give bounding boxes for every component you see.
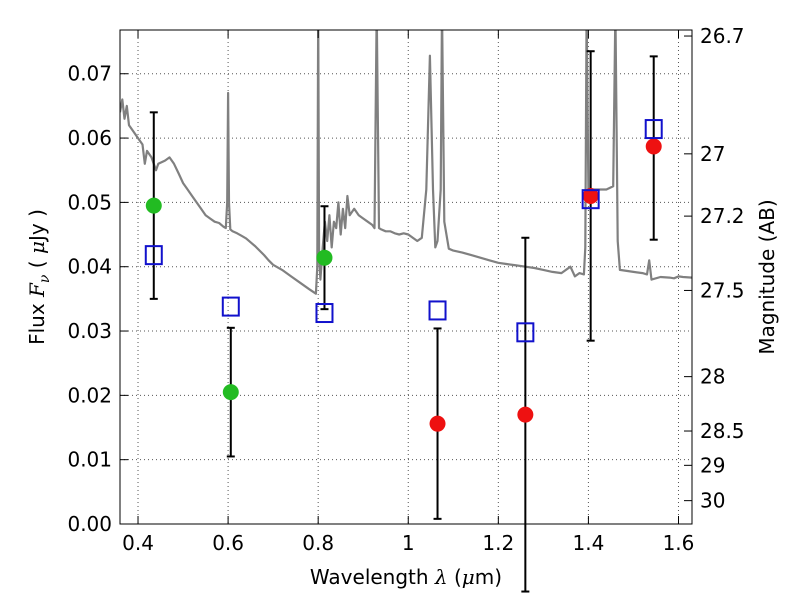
y2-tick-label: 28.5: [700, 419, 745, 443]
model-flux-square: [144, 245, 163, 266]
model-flux-square: [428, 300, 447, 321]
y2-tick-label: 30: [700, 489, 725, 513]
x-tick-label: 1.4: [573, 531, 605, 555]
y-axis-label: Flux Fν ( μJy ): [25, 209, 53, 345]
y-tick-label: 0.01: [67, 448, 112, 472]
y2-tick-label: 26.7: [700, 24, 745, 48]
right-axis-label: Magnitude (AB): [755, 199, 779, 354]
y-tick-label: 0.03: [67, 319, 112, 343]
plot-frame: [119, 29, 693, 525]
green-data-point: [222, 384, 239, 401]
x-axis-ticks: 0.4 0.6 0.8 1 1.2 1.4 1.6: [122, 30, 694, 555]
y-axis-ticks: 0.00 0.01 0.02 0.03 0.04 0.05 0.06 0.07: [67, 62, 128, 536]
data-markers: [144, 119, 663, 432]
y2-tick-label: 29: [700, 453, 725, 477]
x-tick-label: 1.6: [663, 531, 695, 555]
y-tick-label: 0.05: [67, 190, 112, 214]
x-axis-label: Wavelength λ (μm): [310, 565, 502, 589]
model-flux-square: [516, 322, 535, 343]
x-axis-label-symbol: λ: [434, 565, 448, 589]
y2-tick-label: 27.2: [700, 204, 745, 228]
y-axis-label-units: (: [25, 254, 49, 275]
green-data-point: [145, 197, 162, 214]
y-tick-label: 0.06: [67, 126, 112, 150]
x-axis-label-units: (: [448, 565, 462, 589]
model-flux-square: [581, 189, 600, 210]
x-axis-label-mu: μ: [462, 565, 475, 589]
x-tick-label: 0.4: [122, 531, 154, 555]
model-flux-square: [315, 303, 334, 324]
model-spectrum: [120, 30, 692, 295]
y-axis-label-text: Flux: [25, 297, 49, 345]
y-axis-label-unit-tail: Jy ): [25, 209, 49, 243]
x-axis-label-unit-tail: m): [475, 565, 502, 589]
x-tick-label: 0.8: [302, 531, 334, 555]
x-tick-label: 1: [402, 531, 415, 555]
model-flux-square: [221, 296, 240, 317]
green-data-point: [316, 249, 333, 266]
y2-tick-label: 27.5: [700, 278, 745, 302]
red-data-point: [645, 138, 662, 155]
x-tick-label: 1.2: [482, 531, 514, 555]
y-axis-label-symbol: F: [25, 282, 49, 298]
y-tick-label: 0.07: [67, 62, 112, 86]
spectrum-line: [120, 30, 692, 295]
y-axis-label-subscript: ν: [37, 274, 53, 283]
red-data-point: [517, 406, 534, 423]
y2-tick-label: 28: [700, 365, 725, 389]
y-tick-label: 0.04: [67, 255, 112, 279]
x-axis-label-text: Wavelength: [310, 565, 435, 589]
x-tick-label: 0.6: [212, 531, 244, 555]
y-axis-label-mu: μ: [25, 241, 49, 254]
y-tick-label: 0.02: [67, 383, 112, 407]
y-tick-label: 0.00: [67, 512, 112, 536]
model-flux-square: [644, 119, 663, 140]
y2-tick-label: 27: [700, 142, 725, 166]
red-data-point: [429, 415, 446, 432]
right-magnitude-axis-ticks: 26.7 27 27.2 27.5 28 28.5 29 30: [684, 24, 745, 513]
